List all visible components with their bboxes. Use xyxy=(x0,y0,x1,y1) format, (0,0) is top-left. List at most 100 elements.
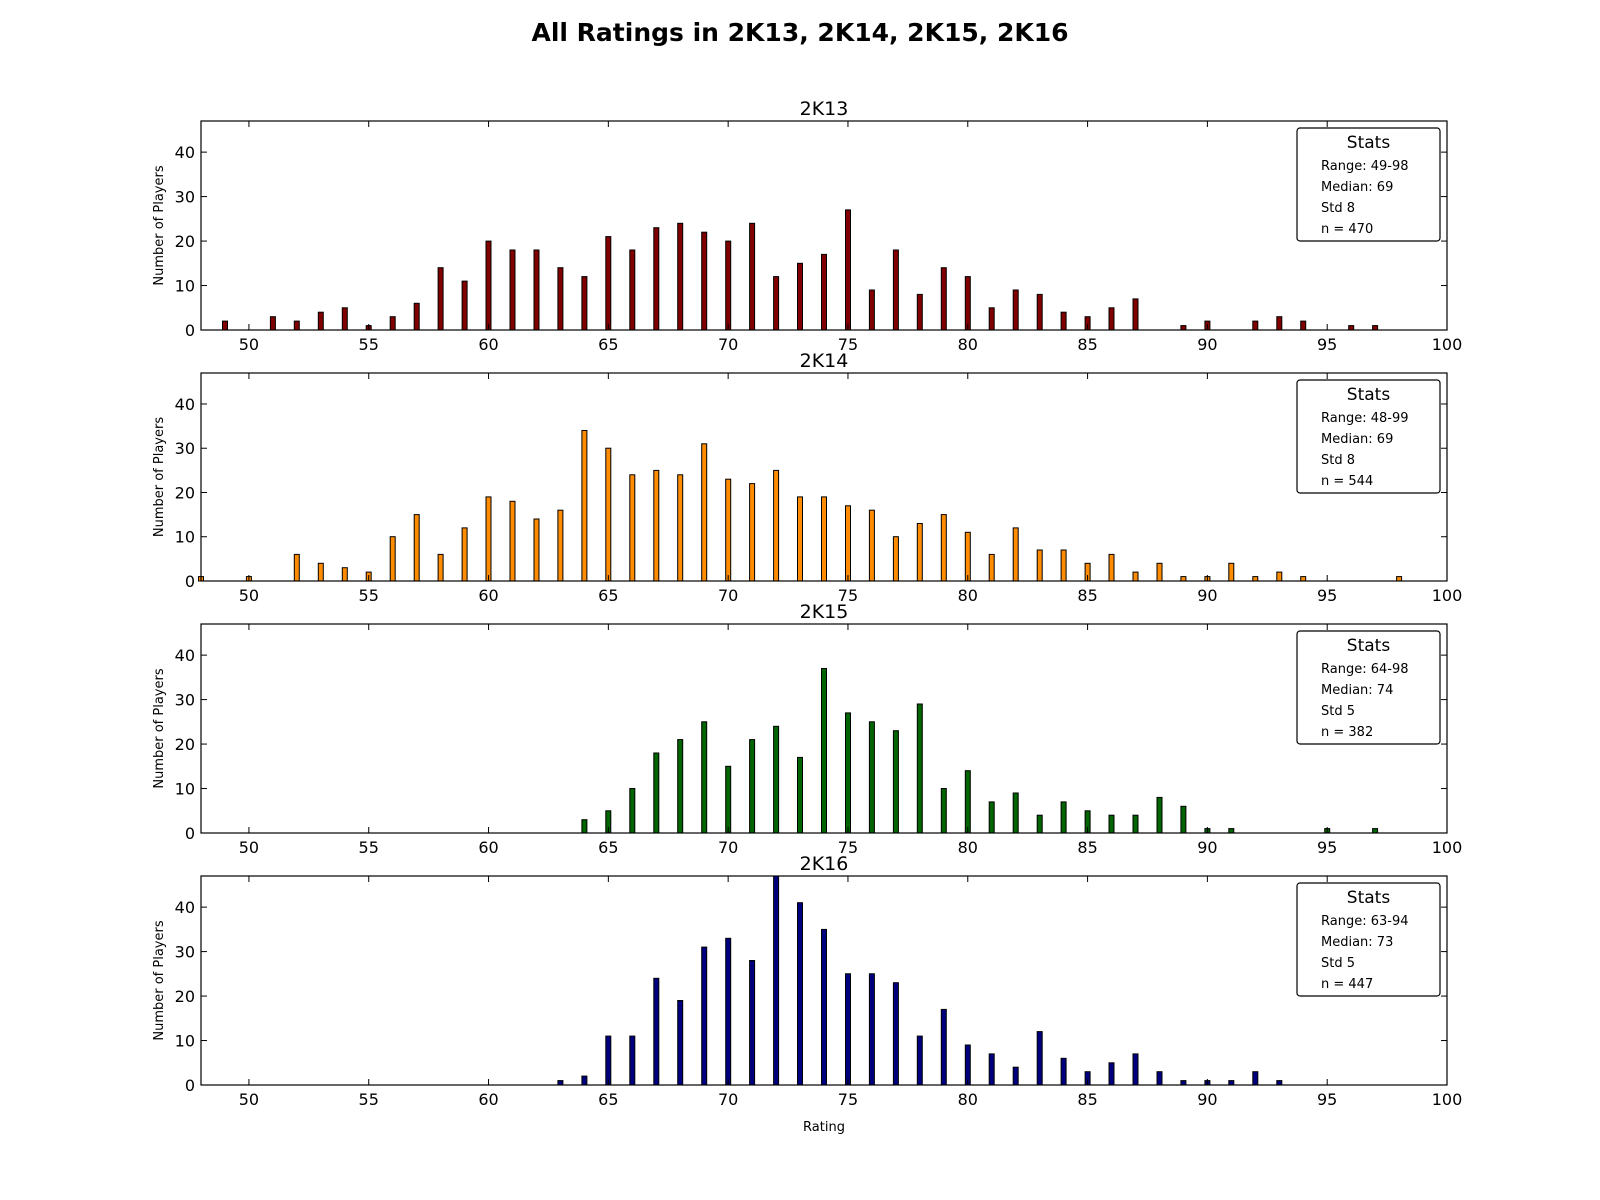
axes-frame xyxy=(200,623,1448,834)
bar xyxy=(1132,571,1139,582)
x-tick-label: 65 xyxy=(598,586,618,605)
y-tick-label: 40 xyxy=(175,898,195,917)
bar xyxy=(701,443,708,582)
y-tick-label: 30 xyxy=(175,439,195,458)
x-tick-label: 90 xyxy=(1197,838,1217,857)
bar xyxy=(1132,298,1139,331)
bar xyxy=(821,496,827,582)
bar xyxy=(1300,320,1307,331)
y-axis-label: Number of Players xyxy=(152,165,167,285)
stats-line: Range: 64-98 xyxy=(1321,662,1409,677)
bar xyxy=(653,469,660,582)
bar xyxy=(1108,307,1115,331)
bar xyxy=(868,509,875,582)
bar xyxy=(293,553,300,582)
stats-line: Median: 69 xyxy=(1321,180,1393,195)
subplot-title: 2K14 xyxy=(800,350,849,372)
bar xyxy=(916,523,923,582)
x-tick-label: 55 xyxy=(359,335,379,354)
x-tick-label: 100 xyxy=(1432,1090,1463,1109)
bar xyxy=(892,249,899,331)
bar xyxy=(557,1080,564,1086)
bar xyxy=(437,553,444,582)
bar xyxy=(940,514,947,582)
x-tick-label: 85 xyxy=(1077,838,1097,857)
x-tick-label: 75 xyxy=(838,335,858,354)
bar xyxy=(581,276,588,331)
bar xyxy=(677,739,684,834)
bar xyxy=(1108,553,1115,582)
bar xyxy=(725,937,732,1086)
x-tick-label: 100 xyxy=(1432,586,1463,605)
x-tick-label: 75 xyxy=(838,838,858,857)
bar xyxy=(581,430,588,582)
x-tick-label: 85 xyxy=(1077,335,1097,354)
x-axis-label: Rating xyxy=(803,1120,845,1135)
bar xyxy=(1252,1071,1259,1086)
bar xyxy=(461,527,468,582)
bar xyxy=(629,788,636,834)
bar xyxy=(868,289,875,331)
bar xyxy=(940,1008,947,1086)
x-tick-label: 80 xyxy=(958,838,978,857)
bar xyxy=(1060,801,1067,834)
stats-box-frame xyxy=(1296,630,1441,745)
y-tick-label: 20 xyxy=(175,735,195,754)
y-tick-label: 0 xyxy=(185,321,195,340)
y-tick-label: 30 xyxy=(175,188,195,207)
y-tick-label: 20 xyxy=(175,483,195,502)
y-axis-label: Number of Players xyxy=(152,920,167,1040)
bar xyxy=(605,236,612,331)
bar xyxy=(1252,320,1259,331)
bar xyxy=(773,469,780,582)
bar xyxy=(509,500,516,582)
bar xyxy=(581,1075,588,1086)
bar xyxy=(845,973,851,1086)
bar xyxy=(1036,814,1043,834)
bar xyxy=(293,320,300,331)
x-tick-label: 65 xyxy=(598,838,618,857)
y-tick-label: 40 xyxy=(175,395,195,414)
y-tick-label: 10 xyxy=(175,277,195,296)
stats-line: Std 8 xyxy=(1321,453,1355,468)
bar xyxy=(988,1053,995,1086)
x-tick-label: 95 xyxy=(1317,586,1337,605)
x-tick-label: 95 xyxy=(1317,1090,1337,1109)
bar xyxy=(940,267,947,331)
stats-line: Median: 69 xyxy=(1321,432,1393,447)
bar xyxy=(701,721,708,834)
x-tick-label: 50 xyxy=(239,1090,259,1109)
bar xyxy=(485,240,492,331)
subplot-4: 50 55 60 65 70 75 80 85 90 95 100 0 10 20 30 40 2K16 Numb… xyxy=(152,853,1462,1135)
x-tick-label: 75 xyxy=(838,1090,858,1109)
bar xyxy=(461,280,468,331)
bar xyxy=(1228,562,1235,582)
bar xyxy=(317,562,324,582)
stats-line: Range: 48-99 xyxy=(1321,411,1409,426)
bar xyxy=(1060,549,1067,582)
stats-line: n = 447 xyxy=(1321,977,1373,992)
bar xyxy=(1252,576,1259,582)
x-tick-label: 90 xyxy=(1197,335,1217,354)
bar xyxy=(1036,549,1043,582)
y-tick-label: 20 xyxy=(175,232,195,251)
bar xyxy=(773,276,780,331)
bar xyxy=(1036,1031,1043,1086)
bar xyxy=(797,902,803,1086)
stats-title: Stats xyxy=(1347,133,1391,153)
y-axis-label: Number of Players xyxy=(152,417,167,537)
bar xyxy=(1300,576,1307,582)
x-tick-label: 55 xyxy=(359,586,379,605)
x-tick-label: 80 xyxy=(958,335,978,354)
bar xyxy=(916,293,923,331)
bar xyxy=(892,982,899,1086)
bar xyxy=(868,721,875,834)
bar xyxy=(821,668,827,834)
bar xyxy=(725,240,732,331)
bar xyxy=(868,973,875,1086)
x-tick-label: 95 xyxy=(1317,838,1337,857)
x-tick-label: 60 xyxy=(478,838,498,857)
stats-line: Std 5 xyxy=(1321,956,1355,971)
axes-frame xyxy=(200,875,1448,1086)
bar xyxy=(845,505,851,582)
